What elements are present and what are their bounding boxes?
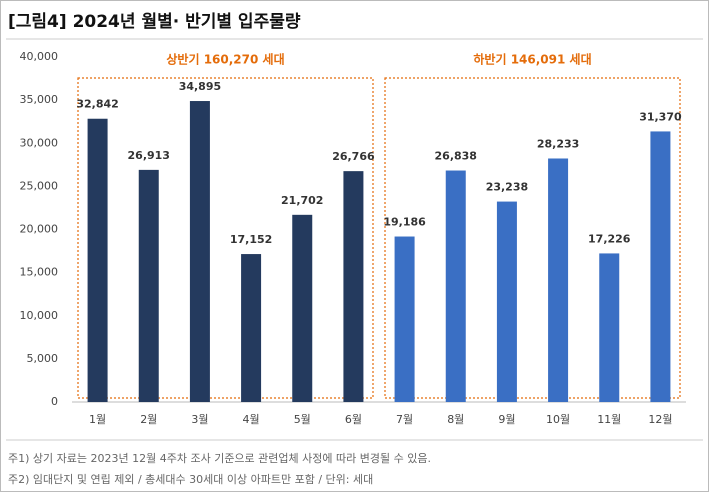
bar (650, 131, 671, 402)
bar (241, 254, 262, 402)
data-label: 26,838 (435, 150, 477, 163)
half-box (77, 77, 374, 399)
data-label: 17,152 (230, 233, 272, 246)
data-label: 26,913 (128, 149, 170, 162)
data-label: 19,186 (383, 216, 426, 229)
x-tick-label: 4월 (243, 413, 260, 426)
y-tick-label: 35,000 (20, 93, 59, 106)
bar (548, 158, 569, 402)
bar (292, 214, 313, 402)
x-tick-label: 8월 (447, 413, 464, 426)
data-label: 28,233 (537, 137, 579, 150)
bar (189, 101, 210, 402)
y-tick-label: 25,000 (20, 179, 59, 192)
y-tick-label: 5,000 (27, 352, 59, 365)
data-label: 23,238 (486, 181, 528, 194)
bar (343, 171, 364, 402)
y-tick-label: 15,000 (20, 266, 59, 279)
bar (496, 201, 517, 402)
bar (445, 170, 466, 402)
bar (394, 236, 415, 402)
x-tick-label: 6월 (345, 413, 362, 426)
footnote: 주1) 상기 자료는 2023년 12월 4주차 조사 기준으로 관련업체 사정… (8, 451, 431, 465)
half-box (384, 77, 681, 399)
x-tick-label: 1월 (89, 413, 106, 426)
data-label: 31,370 (639, 110, 682, 123)
x-tick-label: 12월 (648, 413, 672, 426)
x-tick-label: 5월 (294, 413, 311, 426)
x-tick-label: 3월 (191, 413, 208, 426)
bar (138, 169, 159, 402)
y-tick-label: 20,000 (20, 223, 59, 236)
data-label: 26,766 (332, 150, 375, 163)
x-tick-label: 9월 (498, 413, 515, 426)
bar (87, 118, 108, 403)
chart-title: [그림4] 2024년 월별· 반기별 입주물량 (8, 12, 301, 32)
x-tick-label: 7월 (396, 413, 413, 426)
x-tick-label: 10월 (546, 413, 570, 426)
y-tick-label: 0 (51, 395, 58, 408)
y-tick-label: 30,000 (20, 136, 59, 149)
x-tick-label: 11월 (597, 413, 621, 426)
annotation: 상반기 160,270 세대 (166, 52, 284, 67)
annotation: 하반기 146,091 세대 (473, 52, 591, 67)
data-label: 21,702 (281, 194, 323, 207)
data-label: 17,226 (588, 232, 631, 245)
bar (599, 253, 620, 402)
y-tick-label: 40,000 (20, 50, 59, 63)
footnote: 주2) 임대단지 및 연립 제외 / 총세대수 30세대 이상 아파트만 포함 … (8, 473, 373, 486)
data-label: 34,895 (179, 80, 221, 93)
x-tick-label: 2월 (140, 413, 157, 426)
data-label: 32,842 (76, 98, 118, 111)
y-tick-label: 10,000 (20, 309, 59, 322)
